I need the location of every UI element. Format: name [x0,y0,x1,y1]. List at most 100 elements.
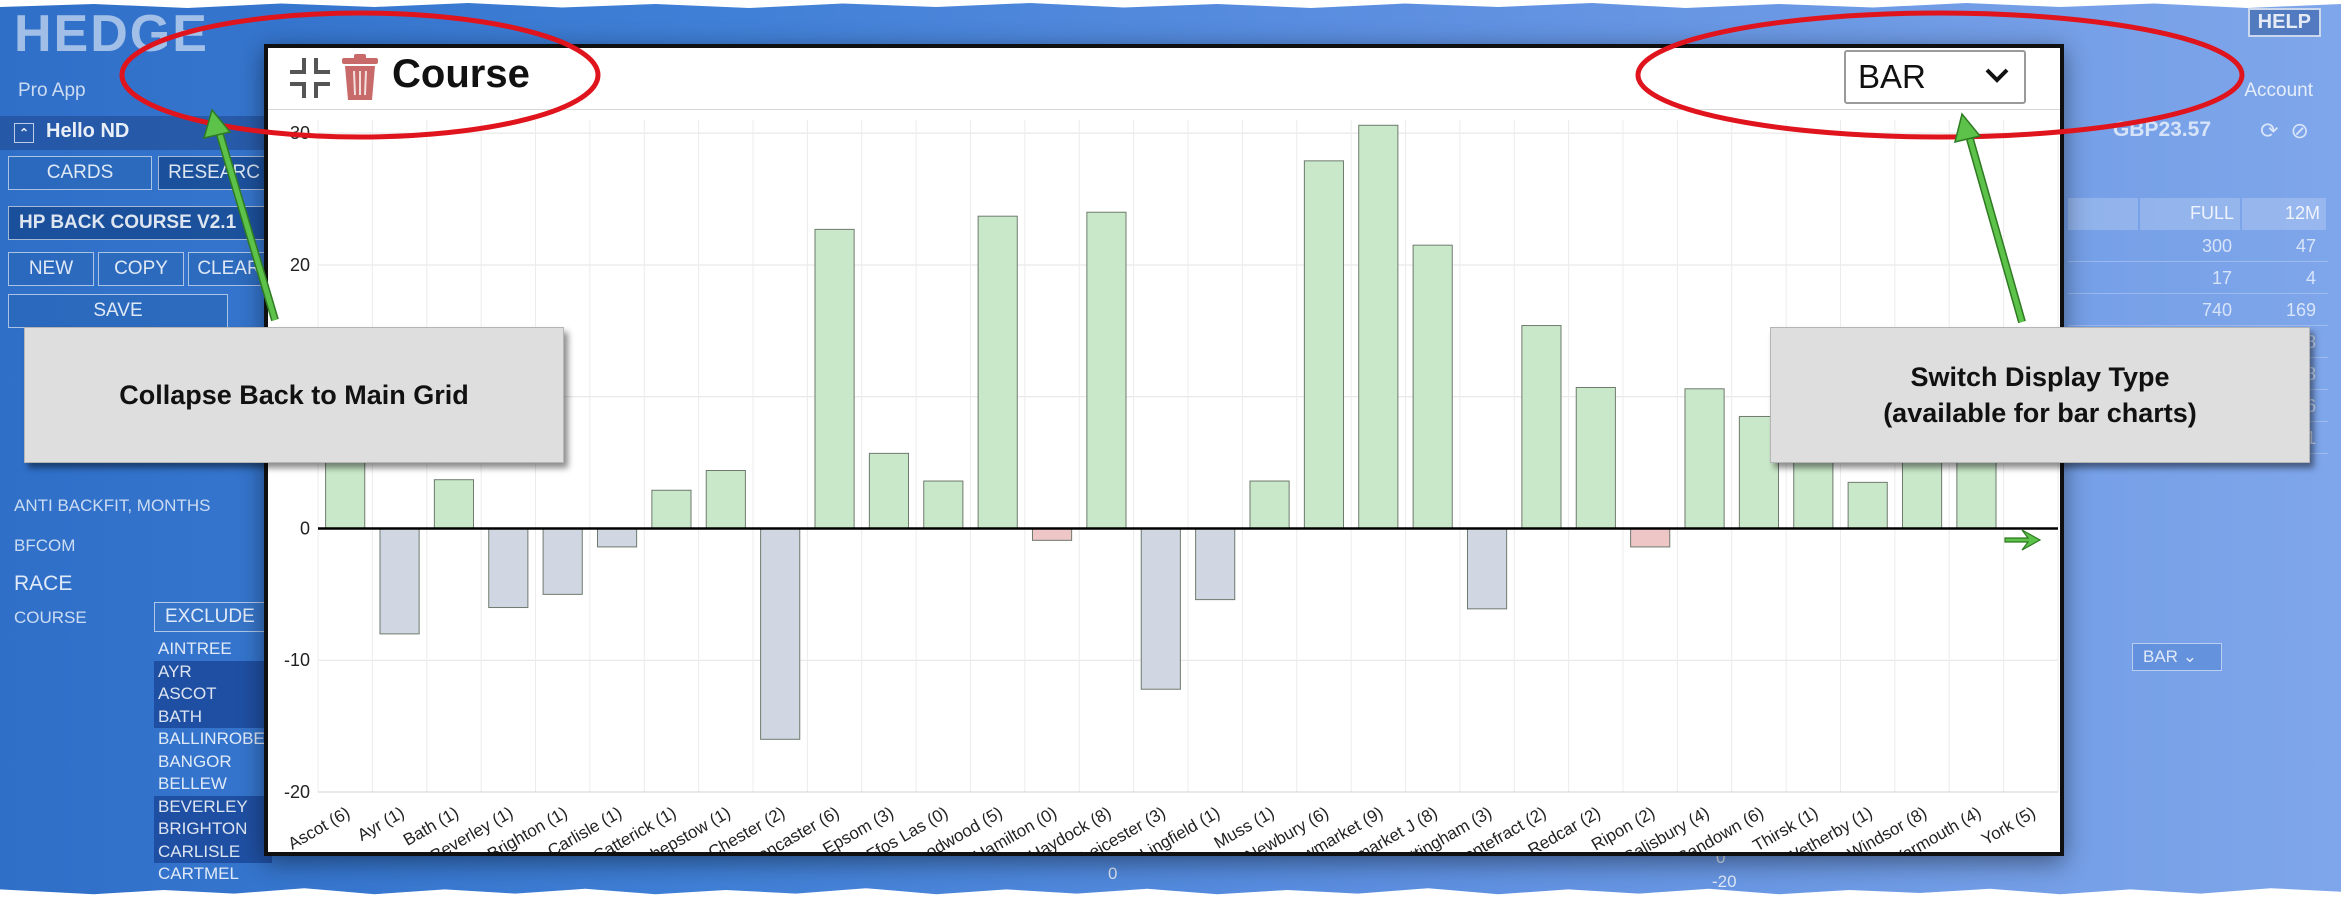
account-link[interactable]: Account [2244,80,2313,101]
chevron-down-icon [1985,68,2009,83]
chart-bar [1249,480,1290,529]
y-tick-label: 0 [300,518,310,538]
course-list[interactable]: AINTREE AYR ASCOT BATH BALLINROBE BANGOR BELLE… [154,638,272,886]
bfcom-label: BFCOM [14,536,76,555]
chart-bar [1031,527,1073,541]
account-balance: GBP23.57 [2112,118,2211,141]
torn-edge-bottom [0,888,2341,899]
trash-icon[interactable] [342,54,378,100]
help-button[interactable]: HELP [2247,8,2321,37]
table-cell: 169 [2285,300,2316,320]
table-header-full: FULL [2140,198,2240,230]
collapse-icon[interactable] [288,56,332,100]
chart-bar [596,527,638,548]
course-list-item[interactable]: CARTMEL [158,864,239,883]
refresh-and-hide-icons[interactable]: ⟳⊘ [2260,118,2321,143]
chart-bar [1412,244,1453,529]
save-button[interactable]: SAVE [8,294,228,328]
course-list-item[interactable]: BANGOR [158,751,232,771]
display-type-value: BAR [1858,58,1926,95]
table-cell [2068,230,2138,261]
table-row: 300 47 [2068,230,2328,262]
chart-bar [705,469,746,529]
course-list-item[interactable]: AYR [154,660,272,683]
app-title: HEDGE [14,5,209,63]
x-tick-label: Ayr (1) [354,803,407,845]
modal-header: Course BAR [268,48,2060,110]
switch-callout-line2: (available for bar charts) [1883,398,2197,428]
tab-research[interactable]: RESEARC [158,156,270,190]
display-type-select[interactable]: BAR [1844,50,2026,104]
mini-axis-zero: 0 [1108,864,1118,883]
course-list-item[interactable]: BEVERLEY [154,795,272,818]
y-tick-label: -10 [284,650,310,670]
bar-chart: -20-100102030Ascot (6)Ayr (1)Bath (1)Bev… [284,120,2059,852]
course-list-item[interactable]: AINTREE [158,639,232,658]
race-section-title: RACE [14,572,73,595]
exclude-select[interactable]: EXCLUDE [154,602,272,632]
x-tick-label: Ascot (6) [285,803,353,852]
table-cell: 17 [2211,268,2232,288]
table-cell: 740 [2201,300,2232,320]
chart-bar [542,527,583,595]
torn-edge-top [0,0,2341,8]
table-header-blank [2068,198,2138,230]
copy-button[interactable]: COPY [98,252,184,286]
chart-bar [1575,386,1616,529]
chart-bar [1466,527,1508,610]
tab-cards[interactable]: CARDS [8,156,152,190]
chart-bar [977,215,1018,529]
mini-chart-type-select[interactable]: BAR ⌄ [2132,643,2222,671]
chart-bar [1847,481,1888,529]
x-tick-label: York (5) [1978,803,2039,849]
course-list-item[interactable]: CARLISLE [154,840,272,863]
collapse-callout: Collapse Back to Main Grid [24,327,564,463]
course-list-item[interactable]: BRIGHTON [154,818,272,841]
table-row: 17 4 [2068,262,2328,294]
table-cell [2068,262,2138,293]
course-list-item[interactable]: BELLEW [158,774,227,793]
chart-bar [1086,211,1127,529]
table-cell: 300 [2201,236,2232,256]
course-list-item[interactable]: BALLINROBE [158,729,265,748]
table-row: 740 169 [2068,294,2328,326]
chart-bar [1684,388,1725,529]
mini-chart-type-value: BAR [2143,647,2178,666]
chart-bar [1140,527,1181,690]
y-tick-label: -20 [284,782,310,802]
chart-title: Course [392,52,530,96]
table-cell [2068,294,2138,325]
course-list-item[interactable]: BATH [154,705,272,728]
collapse-up-icon[interactable]: ⌃ [14,123,34,143]
greeting-text: Hello ND [46,120,130,142]
chart-bar [760,527,801,740]
chart-bar [433,479,475,529]
chart-bar [1630,527,1671,548]
table-header-12m: 12M [2242,198,2326,230]
system-name-field[interactable]: HP BACK COURSE V2.1 [8,206,270,240]
chart-bar [1303,160,1345,529]
new-button[interactable]: NEW [8,252,94,286]
anti-backfit-label: ANTI BACKFIT, MONTHS [14,496,211,515]
table-cell: 47 [2295,236,2316,256]
course-filter-label: COURSE [14,608,87,627]
mini-axis-neg20: -20 [1712,872,1737,891]
chart-bar [868,452,910,529]
mini-axis-zero-right: 0 [1716,848,1726,867]
chart-bar [1195,527,1236,601]
switch-callout-line1: Switch Display Type [1910,362,2170,392]
chart-bar [488,527,529,609]
pro-app-link[interactable]: Pro App [18,80,86,101]
chart-bar [1521,325,1562,529]
chart-bar [651,489,692,529]
user-greeting-bar: ⌃ Hello ND [0,116,270,150]
switch-type-callout: Switch Display Type (available for bar c… [1770,327,2310,463]
clear-button[interactable]: CLEAR [188,252,270,286]
chart-bar [923,480,964,529]
chart-bar [814,228,855,529]
y-tick-label: 30 [290,123,310,143]
chevron-down-icon: ⌄ [2182,647,2197,666]
chart-bar [379,527,420,635]
table-cell: 4 [2305,268,2316,288]
course-list-item[interactable]: ASCOT [154,683,272,706]
